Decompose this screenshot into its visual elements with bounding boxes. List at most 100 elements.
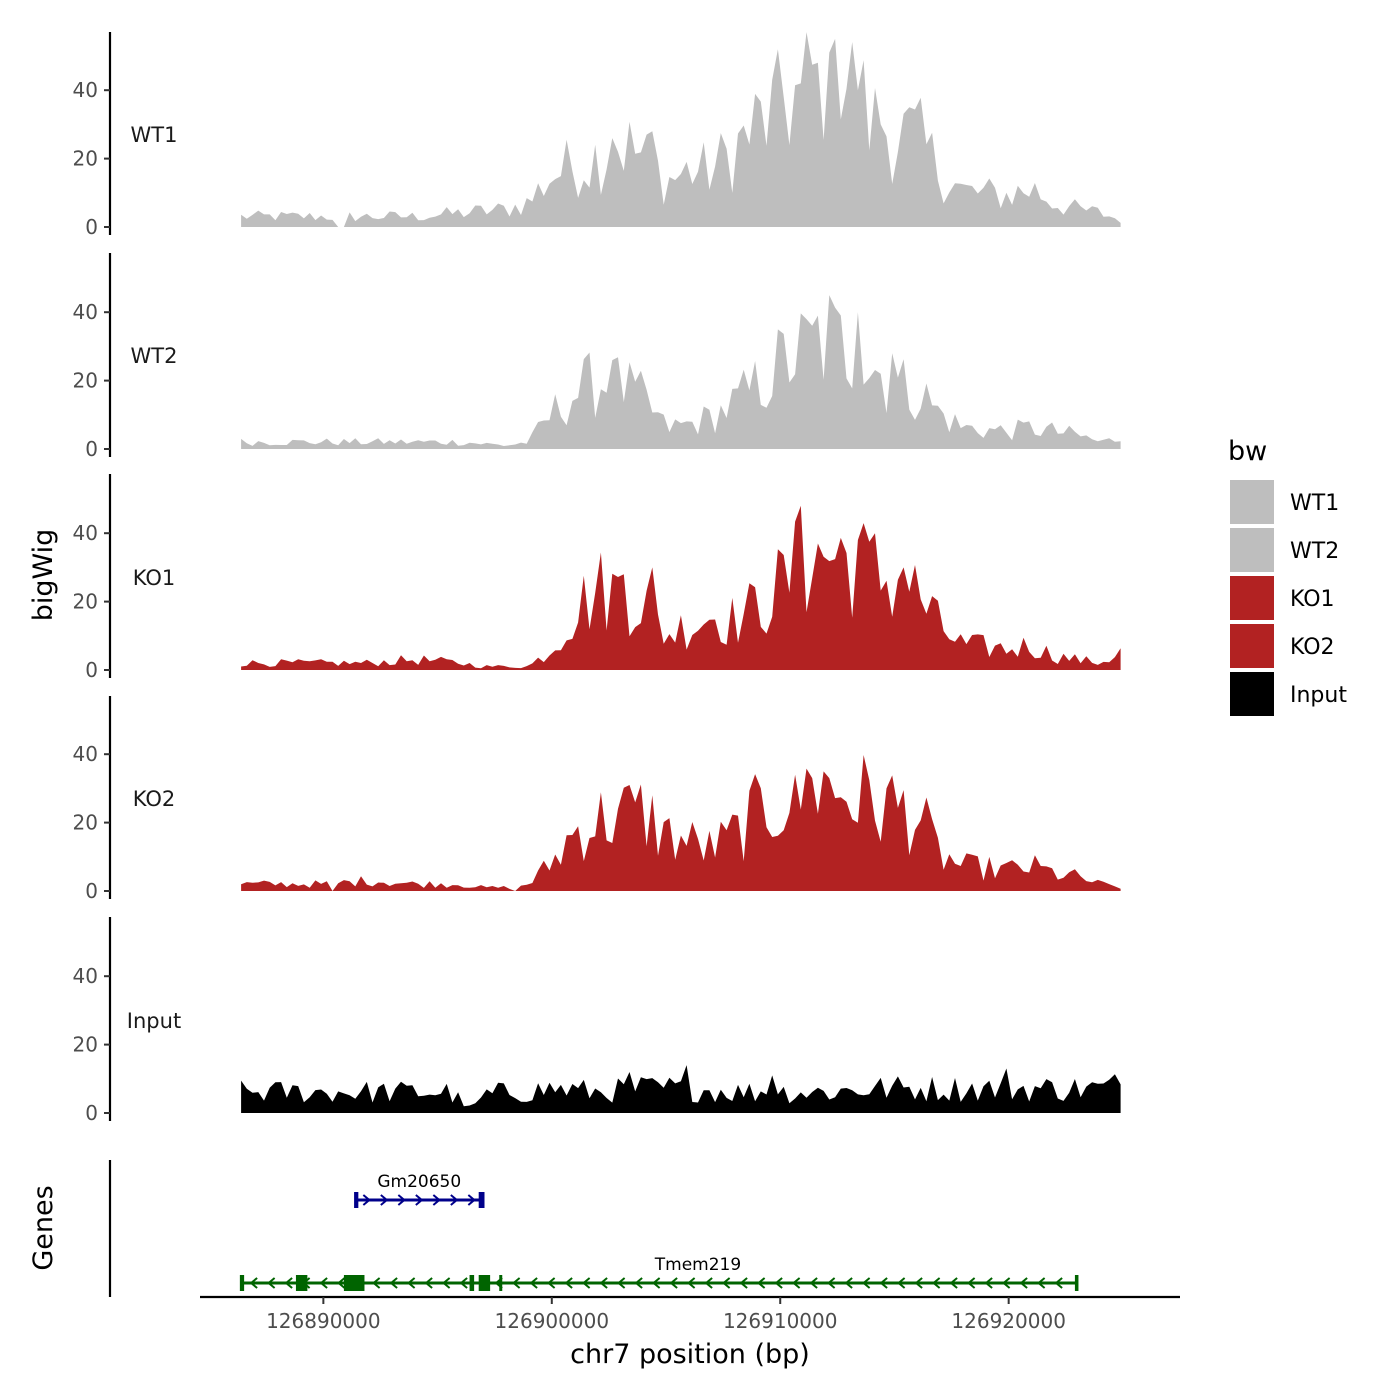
strand-chevron xyxy=(512,1277,521,1289)
legend-label: Input xyxy=(1290,683,1347,708)
legend-label: WT1 xyxy=(1290,491,1339,516)
strand-chevron xyxy=(722,1277,731,1289)
x-axis: 126890000 126900000 126910000 126920000 xyxy=(200,1295,1180,1333)
exon-block xyxy=(295,1275,308,1291)
gene-label: Tmem219 xyxy=(654,1255,741,1275)
y-tick-label: 40 xyxy=(73,300,98,324)
strand-chevron xyxy=(827,1277,836,1289)
signal-area-ko2 xyxy=(241,755,1121,891)
strand-chevron xyxy=(372,1277,381,1289)
genes-axis-title: Genes xyxy=(28,1185,59,1270)
track-input: 0 20 40 Input xyxy=(73,917,1121,1125)
y-tick-label: 20 xyxy=(73,590,98,614)
strand-chevron xyxy=(337,1277,346,1289)
strand-chevron xyxy=(450,1194,459,1206)
strand-chevron xyxy=(267,1277,276,1289)
track-wt2: 0 20 40 WT2 xyxy=(73,253,1121,461)
strand-chevron xyxy=(547,1277,556,1289)
strand-chevron xyxy=(249,1277,258,1289)
strand-chevron xyxy=(932,1277,941,1289)
y-tick-label: 20 xyxy=(73,147,98,171)
exon-block xyxy=(241,1275,245,1291)
track-ko2: 0 20 40 KO2 xyxy=(73,696,1121,903)
strand-chevron xyxy=(529,1277,538,1289)
x-tick-label: 126890000 xyxy=(266,1309,381,1333)
strand-chevron xyxy=(442,1277,451,1289)
strand-chevron xyxy=(844,1277,853,1289)
strand-chevron xyxy=(319,1277,328,1289)
y-tick-label: 20 xyxy=(73,1033,98,1057)
signal-area-input xyxy=(241,1065,1121,1113)
strand-chevron xyxy=(415,1194,424,1206)
y-tick-label: 20 xyxy=(73,811,98,835)
signal-area-wt2 xyxy=(241,295,1121,449)
legend-label: KO1 xyxy=(1290,587,1335,612)
exon-block xyxy=(499,1275,503,1291)
strand-chevron xyxy=(617,1277,626,1289)
strand-chevron xyxy=(582,1277,591,1289)
x-axis-title: chr7 position (bp) xyxy=(570,1339,810,1370)
strand-chevron xyxy=(424,1277,433,1289)
exon-block xyxy=(1074,1275,1078,1291)
x-tick-label: 126920000 xyxy=(951,1309,1066,1333)
legend-item-ko1: KO1 xyxy=(1230,576,1335,620)
strand-chevron xyxy=(1037,1277,1046,1289)
y-tick-label: 0 xyxy=(85,879,98,903)
exon-block xyxy=(478,1275,491,1291)
y-tick-label: 0 xyxy=(85,215,98,239)
legend-swatch xyxy=(1230,576,1274,620)
strand-chevron xyxy=(564,1277,573,1289)
strand-chevron xyxy=(704,1277,713,1289)
strand-chevron xyxy=(809,1277,818,1289)
track-label-ko1: KO1 xyxy=(133,566,176,590)
strand-chevron xyxy=(669,1277,678,1289)
strand-chevron xyxy=(862,1277,871,1289)
strand-chevron xyxy=(467,1194,476,1206)
legend-swatch xyxy=(1230,528,1274,572)
strand-chevron xyxy=(432,1194,441,1206)
exon-block xyxy=(355,1192,359,1208)
strand-chevron xyxy=(739,1277,748,1289)
track-label-wt2: WT2 xyxy=(131,344,178,368)
y-tick-label: 0 xyxy=(85,658,98,682)
strand-chevron xyxy=(879,1277,888,1289)
exon-block xyxy=(478,1192,484,1208)
strand-chevron xyxy=(967,1277,976,1289)
legend: WT1 WT2 KO1 KO2 Input xyxy=(1230,480,1347,716)
signal-area-wt1 xyxy=(241,32,1121,227)
strand-chevron xyxy=(284,1277,293,1289)
strand-chevron xyxy=(1019,1277,1028,1289)
strand-chevron xyxy=(949,1277,958,1289)
strand-chevron xyxy=(634,1277,643,1289)
strand-chevron xyxy=(1054,1277,1063,1289)
strand-chevron xyxy=(774,1277,783,1289)
legend-item-input: Input xyxy=(1230,672,1347,716)
strand-chevron xyxy=(407,1277,416,1289)
x-tick-label: 126910000 xyxy=(723,1309,838,1333)
x-tick-label: 126900000 xyxy=(495,1309,610,1333)
legend-item-wt2: WT2 xyxy=(1230,528,1339,572)
y-axis-title: bigWig xyxy=(28,529,59,622)
strand-chevron xyxy=(599,1277,608,1289)
track-wt1: 0 20 40 WT1 xyxy=(73,32,1121,239)
track-label-ko2: KO2 xyxy=(133,787,176,811)
bigwig-tracks: 0 20 40 WT1 0 20 40 WT2 0 20 40 KO1 0 20 40 KO2 0 20 40 Inp… xyxy=(73,32,1121,1125)
y-tick-label: 20 xyxy=(73,369,98,393)
legend-swatch xyxy=(1230,480,1274,524)
legend-item-ko2: KO2 xyxy=(1230,624,1335,668)
track-label-input: Input xyxy=(127,1009,181,1033)
strand-chevron xyxy=(687,1277,696,1289)
gene-gm20650: Gm20650 xyxy=(354,1172,485,1208)
signal-area-ko1 xyxy=(241,505,1121,670)
legend-title: bw xyxy=(1228,436,1267,467)
strand-chevron xyxy=(1002,1277,1011,1289)
strand-chevron xyxy=(397,1194,406,1206)
strand-chevron xyxy=(380,1194,389,1206)
y-tick-label: 40 xyxy=(73,742,98,766)
legend-label: WT2 xyxy=(1290,539,1339,564)
legend-swatch xyxy=(1230,624,1274,668)
strand-chevron xyxy=(459,1277,468,1289)
exon-block xyxy=(469,1275,475,1291)
strand-chevron xyxy=(792,1277,801,1289)
